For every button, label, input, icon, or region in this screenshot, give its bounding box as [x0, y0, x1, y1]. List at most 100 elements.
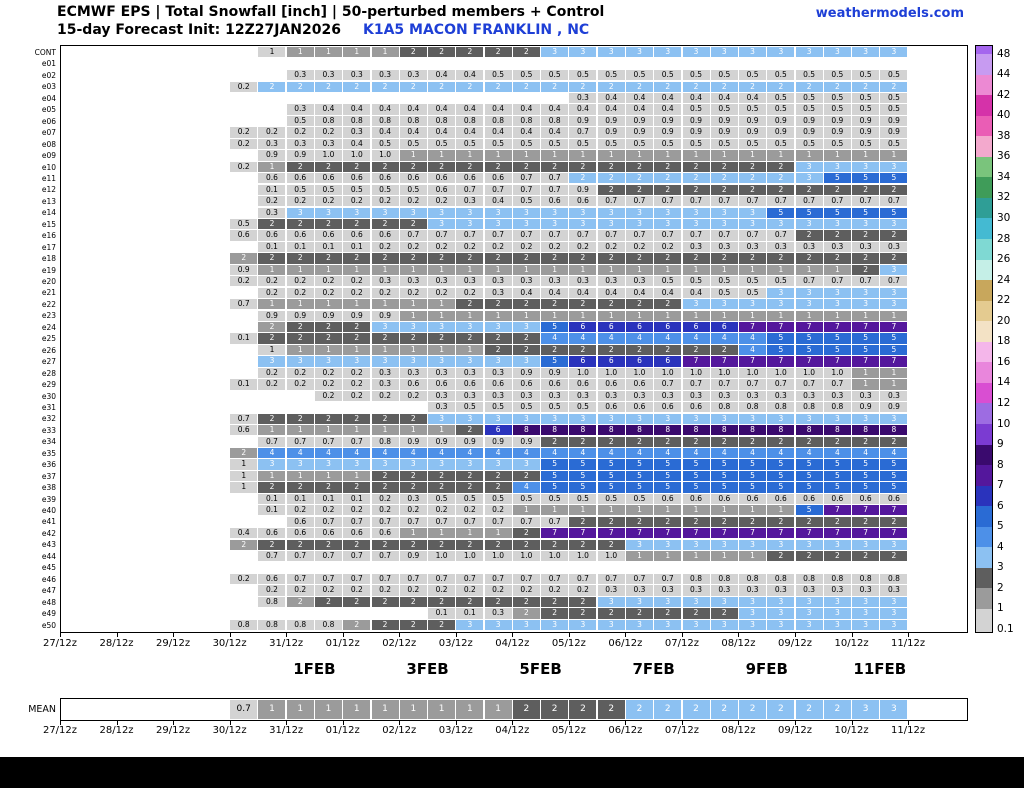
axis-tick — [173, 721, 175, 725]
matrix-cell: 0.6 — [456, 379, 484, 390]
matrix-cell: 0.8 — [258, 619, 286, 630]
matrix-cell: 2 — [654, 344, 682, 356]
matrix-cell: 7 — [739, 356, 767, 367]
matrix-cell: 0.2 — [371, 493, 399, 505]
matrix-cell: 3 — [512, 322, 540, 333]
matrix-cell: 1.0 — [569, 551, 597, 562]
matrix-cell: 0.7 — [880, 276, 908, 287]
matrix-cell: 0.7 — [569, 230, 597, 241]
matrix-cell: 1 — [767, 150, 795, 161]
matrix-cell: 0.2 — [315, 379, 342, 390]
matrix-cell: 7 — [823, 528, 851, 539]
x-axis-tick-label: 11/12z — [891, 638, 926, 649]
matrix-cell: 3 — [371, 207, 399, 218]
matrix-cell: 0.3 — [569, 276, 597, 287]
matrix-cell: 1 — [371, 47, 399, 58]
matrix-cell: 3 — [682, 218, 710, 230]
matrix-cell: 2 — [315, 333, 342, 344]
matrix-cell: 5 — [767, 470, 795, 482]
matrix-cell: 0.2 — [230, 573, 258, 585]
matrix-cell: 0.3 — [626, 276, 653, 287]
matrix-cell: 1 — [428, 264, 456, 276]
matrix-cell: 1 — [710, 310, 738, 321]
matrix-cell: 2 — [484, 596, 512, 608]
colorbar-tick-label: 5 — [997, 520, 1004, 533]
colorbar-tick-label: 26 — [997, 253, 1011, 266]
matrix-cell: 2 — [880, 436, 908, 447]
matrix-cell: 2 — [569, 516, 597, 527]
matrix-cell: 0.7 — [484, 516, 512, 527]
matrix-cell: 0.2 — [258, 379, 286, 390]
matrix-cell: 1.0 — [456, 551, 484, 562]
matrix-cell: 1 — [286, 299, 314, 310]
matrix-cell: 1 — [484, 264, 512, 276]
matrix-cell: 0.2 — [343, 287, 371, 298]
matrix-cell: 0.3 — [710, 390, 738, 401]
row-label: e47 — [41, 586, 56, 596]
matrix-cell: 3 — [597, 218, 625, 230]
matrix-cell: 2 — [286, 81, 314, 92]
matrix-cell: 0.4 — [512, 287, 540, 298]
row-label: e05 — [41, 105, 56, 115]
matrix-cell: 3 — [626, 218, 653, 230]
matrix-cell: 2 — [626, 516, 653, 527]
matrix-cell: 0.1 — [315, 493, 342, 505]
row-label: e25 — [41, 334, 56, 344]
matrix-cell: 3 — [315, 356, 342, 367]
matrix-cell: 0.4 — [597, 287, 625, 298]
matrix-cell: 3 — [541, 207, 569, 218]
matrix-cell: 0.5 — [286, 115, 314, 127]
matrix-cell: 0.5 — [512, 138, 540, 150]
matrix-cell: 7 — [767, 528, 795, 539]
matrix-cell: 2 — [682, 516, 710, 527]
matrix-cell: 0.6 — [597, 402, 625, 413]
matrix-cell: 0.6 — [569, 196, 597, 207]
matrix-cell: 0.6 — [230, 230, 258, 241]
row-label: e43 — [41, 540, 56, 550]
matrix-cell: 3 — [286, 207, 314, 218]
colorbar-tick-label: 22 — [997, 294, 1011, 307]
matrix-cell: 0.5 — [399, 138, 427, 150]
matrix-cell: 2 — [484, 470, 512, 482]
matrix-cell: 3 — [739, 218, 767, 230]
matrix-cell: 2 — [484, 482, 512, 493]
matrix-cell: 0.5 — [710, 276, 738, 287]
matrix-cell: 0.7 — [654, 196, 682, 207]
matrix-cell: 0.5 — [795, 70, 823, 81]
matrix-cell: 1.0 — [739, 367, 767, 379]
matrix-cell: 3 — [597, 413, 625, 424]
row-label: e35 — [41, 448, 56, 458]
matrix-cell: 0.2 — [315, 276, 342, 287]
mean-axis-tick-label: 02/12z — [382, 725, 417, 736]
matrix-cell: 2 — [541, 299, 569, 310]
matrix-cell: 0.6 — [258, 230, 286, 241]
matrix-cell: 0.9 — [230, 264, 258, 276]
mean-cell: 2 — [795, 699, 823, 719]
matrix-cell: 1 — [541, 505, 569, 516]
matrix-cell: 4 — [739, 447, 767, 459]
matrix-cell: 2 — [569, 539, 597, 550]
matrix-cell: 1 — [286, 264, 314, 276]
matrix-cell: 1 — [710, 505, 738, 516]
matrix-cell: 0.2 — [230, 138, 258, 150]
matrix-cell: 0.5 — [767, 104, 795, 115]
mean-axis-tick-label: 01/12z — [325, 725, 360, 736]
matrix-cell: 3 — [795, 47, 823, 58]
matrix-cell: 2 — [880, 81, 908, 92]
matrix-cell: 0.4 — [456, 70, 484, 81]
matrix-cell: 1 — [315, 264, 342, 276]
matrix-cell: 1 — [512, 150, 540, 161]
matrix-cell: 2 — [399, 333, 427, 344]
matrix-cell: 5 — [626, 470, 653, 482]
row-label: e49 — [41, 609, 56, 619]
matrix-cell: 5 — [852, 173, 880, 184]
matrix-cell: 0.9 — [739, 127, 767, 138]
matrix-cell: 0.2 — [230, 161, 258, 172]
matrix-cell: 0.2 — [626, 241, 653, 253]
matrix-cell: 3 — [852, 299, 880, 310]
station-name: K1A5 MACON FRANKLIN , NC — [362, 22, 590, 38]
matrix-cell: 2 — [823, 230, 851, 241]
matrix-cell: 0.6 — [823, 493, 851, 505]
matrix-cell: 0.2 — [371, 241, 399, 253]
matrix-cell: 2 — [315, 253, 342, 264]
